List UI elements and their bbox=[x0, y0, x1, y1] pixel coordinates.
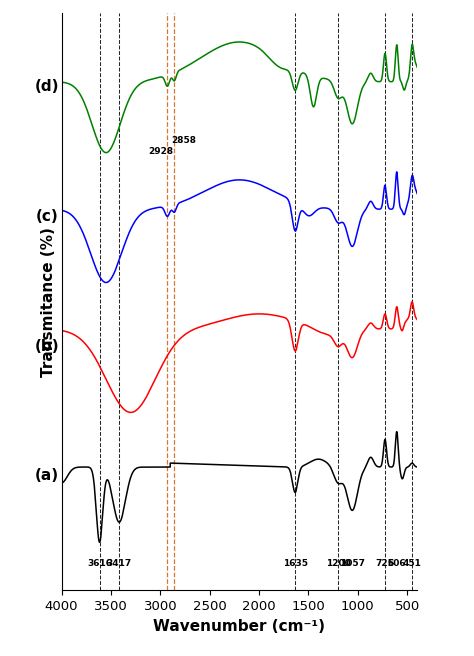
Text: 1635: 1635 bbox=[283, 559, 308, 568]
Text: (a): (a) bbox=[35, 468, 59, 483]
Text: 606: 606 bbox=[387, 559, 406, 568]
Text: 3417: 3417 bbox=[107, 559, 132, 568]
Text: 2858: 2858 bbox=[172, 136, 196, 145]
Text: (c): (c) bbox=[36, 209, 58, 224]
X-axis label: Wavenumber (cm⁻¹): Wavenumber (cm⁻¹) bbox=[154, 619, 325, 634]
Text: 1200: 1200 bbox=[326, 559, 350, 568]
Y-axis label: Transmitance (%): Transmitance (%) bbox=[41, 227, 56, 377]
Text: 3616: 3616 bbox=[87, 559, 112, 568]
Text: 1057: 1057 bbox=[340, 559, 365, 568]
Text: (d): (d) bbox=[35, 79, 59, 94]
Text: 2928: 2928 bbox=[148, 147, 173, 156]
Text: 451: 451 bbox=[402, 559, 421, 568]
Text: (b): (b) bbox=[35, 338, 59, 354]
Text: 725: 725 bbox=[375, 559, 394, 568]
